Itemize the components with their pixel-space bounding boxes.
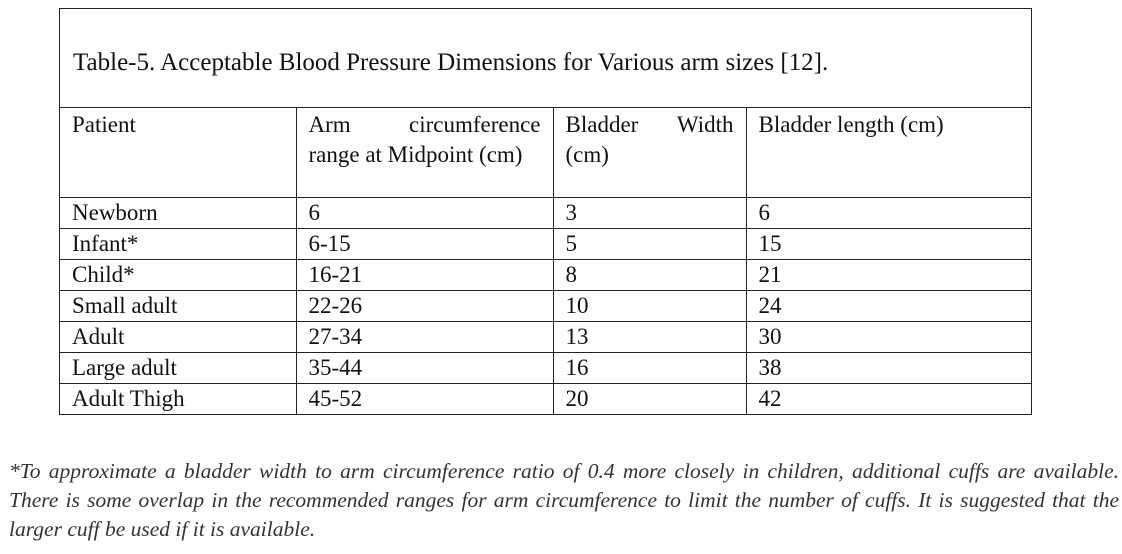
table-cell: 13	[553, 321, 747, 353]
header-cell-patient: Patient	[60, 108, 297, 198]
table-row: Small adult 22-26 10 24	[60, 290, 1031, 322]
table-row: Infant* 6-15 5 15	[60, 228, 1031, 260]
table-cell: 6	[296, 197, 554, 229]
header-cell-bladder-length: Bladder length (cm)	[746, 108, 1031, 198]
table-cell: 22-26	[296, 290, 554, 322]
table-row: Adult Thigh 45-52 20 42	[60, 383, 1031, 414]
table-cell: Large adult	[60, 352, 297, 384]
table-cell: 16	[553, 352, 747, 384]
table-cell: 30	[746, 321, 1031, 353]
table-header-row: Patient Arm circumference range at Midpo…	[60, 108, 1031, 198]
table-frame: Table-5. Acceptable Blood Pressure Dimen…	[59, 8, 1032, 415]
table-cell: Infant*	[60, 228, 297, 260]
table-cell: 6-15	[296, 228, 554, 260]
table-cell: 6	[746, 197, 1031, 229]
header-cell-bladder-width: Bladder Width (cm)	[553, 108, 747, 198]
table-cell: 5	[553, 228, 747, 260]
table-caption: Table-5. Acceptable Blood Pressure Dimen…	[60, 9, 1031, 108]
table-row: Newborn 6 3 6	[60, 197, 1031, 229]
table-row: Adult 27-34 13 30	[60, 321, 1031, 353]
table-cell: 21	[746, 259, 1031, 291]
table-cell: 10	[553, 290, 747, 322]
table-cell: 8	[553, 259, 747, 291]
table-cell: 27-34	[296, 321, 554, 353]
table-cell: 20	[553, 383, 747, 414]
table-cell: 45-52	[296, 383, 554, 414]
table-footnote: *To approximate a bladder width to arm c…	[9, 459, 1119, 541]
table-cell: Small adult	[60, 290, 297, 322]
table-cell: 35-44	[296, 352, 554, 384]
table-cell: 15	[746, 228, 1031, 260]
table-cell: 42	[758, 385, 782, 411]
table-cell: Child*	[60, 259, 297, 291]
table-cell: 38	[746, 352, 1031, 384]
table-row: Child* 16-21 8 21	[60, 259, 1031, 291]
table-row: Large adult 35-44 16 38	[60, 352, 1031, 384]
table-cell: Adult Thigh	[60, 383, 297, 414]
header-cell-arm-circumference: Arm circumference range at Midpoint (cm)	[296, 108, 554, 198]
table-cell: Newborn	[60, 197, 297, 229]
table-cell: Adult	[60, 321, 297, 353]
table-cell: 24	[746, 290, 1031, 322]
table-cell: 16-21	[296, 259, 554, 291]
bp-dimensions-table: Patient Arm circumference range at Midpo…	[60, 108, 1031, 414]
table-cell: 3	[553, 197, 747, 229]
